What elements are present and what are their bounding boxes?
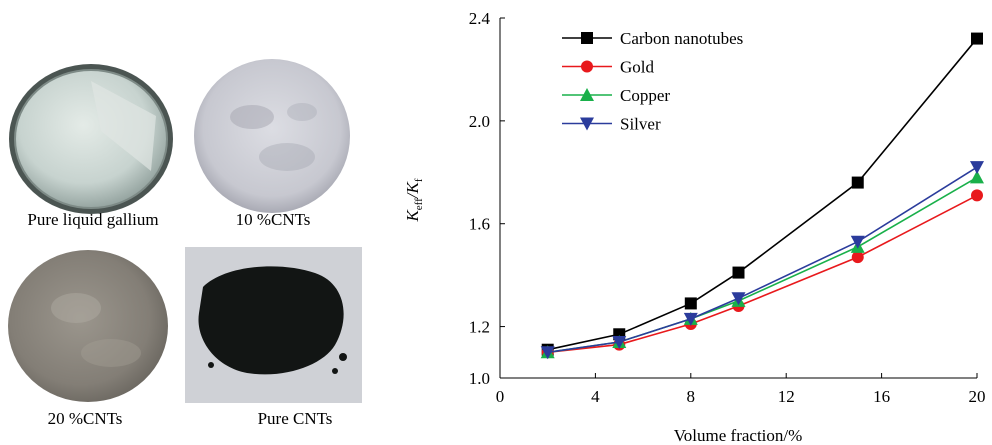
x-tick-label: 20	[969, 387, 986, 406]
y-axis-title-main: K	[403, 209, 422, 223]
photo-10-percent-cnts	[194, 59, 350, 213]
plot-frame	[499, 18, 977, 379]
photo-pure-liquid-gallium	[9, 64, 173, 214]
legend-marker-gold	[581, 60, 593, 73]
legend-item-gold: Gold	[562, 58, 655, 77]
y-axis-title-sub2: f	[413, 178, 425, 182]
caption-pure-liquid-gallium: Pure liquid gallium	[27, 210, 159, 229]
legend-marker-silver	[580, 117, 594, 131]
data-point-silver	[612, 336, 627, 349]
y-tick-label: 1.6	[469, 215, 490, 234]
y-axis-title-sep: /K	[403, 180, 422, 199]
series-layer	[540, 32, 984, 360]
legend-item-carbon-nanotubes: Carbon nanotubes	[562, 29, 743, 48]
legend-item-copper: Copper	[562, 86, 670, 105]
series-silver	[540, 161, 984, 360]
y-tick-label: 1.2	[469, 318, 490, 337]
y-tick-label: 1.0	[469, 369, 490, 388]
legend-item-silver: Silver	[562, 115, 661, 134]
series-carbon-nanotubes	[541, 32, 983, 356]
y-tick-label: 2.0	[469, 112, 490, 131]
x-axis-title: Volume fraction/%	[674, 426, 803, 445]
x-tick-label: 0	[496, 387, 505, 406]
y-tick-label: 2.4	[469, 9, 491, 28]
data-point-silver	[850, 235, 865, 249]
legend-marker-copper	[580, 88, 594, 101]
series-gold	[541, 189, 983, 359]
data-point-silver	[683, 312, 698, 326]
caption-pure-cnts: Pure CNTs	[257, 409, 333, 428]
series-line-gold	[547, 194, 978, 354]
legend-marker-carbon-nanotubes	[581, 32, 593, 44]
data-point-silver	[970, 161, 984, 175]
photo-pure-cnts	[185, 247, 362, 403]
y-axis-title: Keff/Kf	[403, 178, 425, 222]
data-point-carbon-nanotubes	[971, 32, 983, 45]
caption-10-percent-cnts: 10 %CNTs	[235, 210, 311, 229]
data-point-silver	[731, 292, 746, 306]
series-line-carbon-nanotubes	[547, 38, 978, 351]
data-point-carbon-nanotubes	[684, 297, 697, 310]
series-copper	[540, 170, 984, 359]
data-point-gold	[971, 189, 983, 202]
series-line-silver	[547, 166, 978, 354]
data-point-silver	[540, 346, 555, 360]
data-point-copper	[970, 170, 984, 184]
legend: Carbon nanotubes Gold Copper Silver	[562, 29, 743, 134]
series-line-copper	[547, 176, 978, 354]
legend-label: Carbon nanotubes	[620, 29, 743, 48]
ticks-layer: 0 4 8 12 16 20 1.0 1.2 1.6 2.0 2.4	[469, 9, 986, 406]
y-axis-title-sub1: eff	[413, 198, 425, 210]
data-point-carbon-nanotubes	[732, 266, 745, 279]
caption-20-percent-cnts: 20 %CNTs	[47, 409, 123, 428]
x-tick-label: 12	[778, 387, 795, 406]
legend-label: Gold	[620, 58, 655, 77]
x-tick-label: 8	[687, 387, 696, 406]
photo-20-percent-cnts	[8, 250, 168, 402]
legend-label: Copper	[620, 86, 670, 105]
x-tick-label: 4	[591, 387, 600, 406]
x-tick-label: 16	[873, 387, 890, 406]
data-point-carbon-nanotubes	[851, 176, 864, 189]
data-point-gold	[851, 251, 864, 264]
legend-label: Silver	[620, 115, 661, 134]
